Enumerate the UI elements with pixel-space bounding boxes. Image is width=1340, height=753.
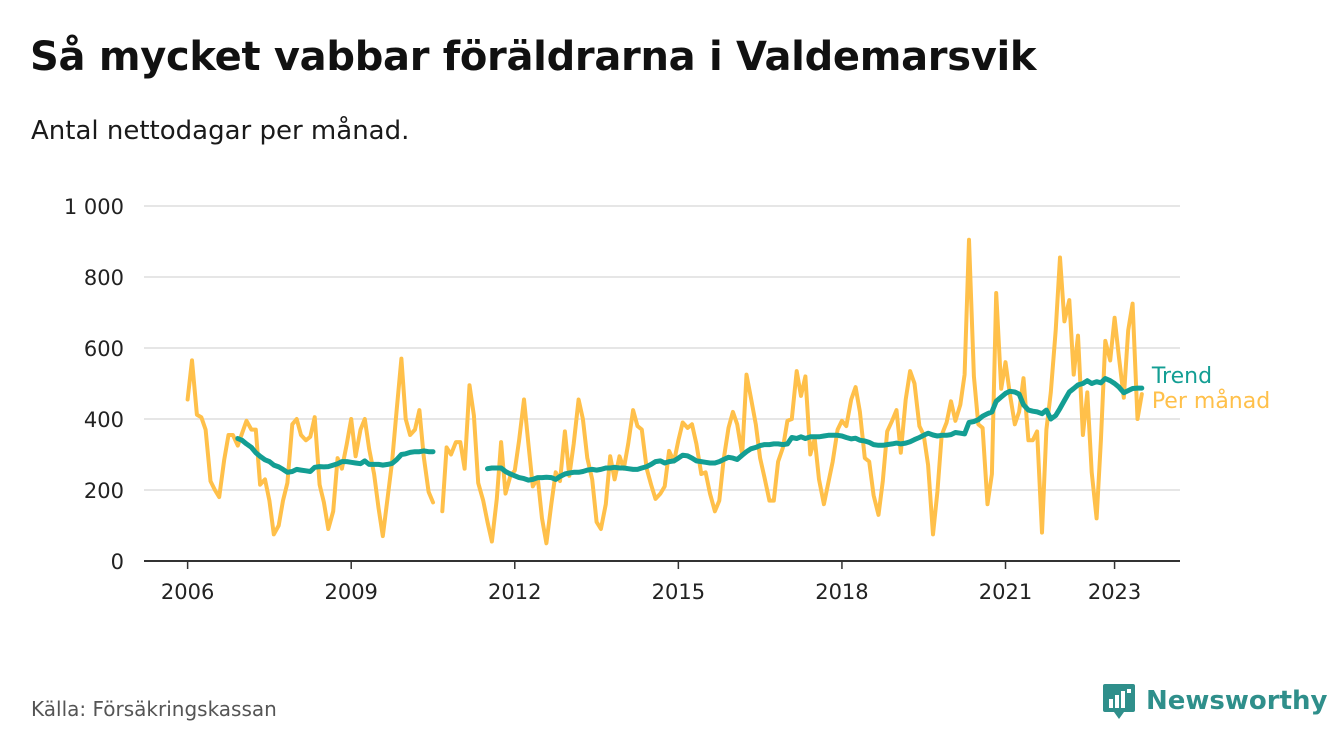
series-label-trend: Trend	[1151, 364, 1212, 389]
y-tick-label: 200	[84, 479, 124, 503]
line-chart: 0 200 400 600 800 1 000 2006 2009 2012 2015 2018 20…	[64, 195, 1270, 604]
newsworthy-logo-icon	[1103, 684, 1135, 719]
chart-title: Så mycket vabbar föräldrarna i Valdemars…	[30, 34, 1037, 80]
series-lines	[185, 237, 1145, 546]
series-line-segment	[185, 356, 435, 539]
y-tick-label: 0	[111, 550, 124, 574]
x-tick-label: 2018	[815, 580, 868, 604]
x-tick-label: 2015	[652, 580, 705, 604]
newsworthy-wordmark: Newsworthy	[1146, 686, 1328, 716]
series-line-segment	[235, 436, 436, 475]
x-tick-label: 2023	[1088, 580, 1141, 604]
chart-subtitle: Antal nettodagar per månad.	[31, 116, 410, 146]
y-tick-label: 400	[84, 408, 124, 432]
x-tick-label: 2012	[488, 580, 541, 604]
x-tick-label: 2021	[979, 580, 1032, 604]
y-tick-label: 600	[84, 337, 124, 361]
x-tick-label: 2009	[324, 580, 377, 604]
series-per-manad	[185, 237, 1144, 546]
series-trend	[235, 376, 1145, 483]
y-tick-label: 1 000	[64, 195, 124, 219]
newsworthy-logo: Newsworthy	[1102, 682, 1327, 720]
axes: 0 200 400 600 800 1 000 2006 2009 2012 2015 2018 20…	[64, 195, 1180, 604]
x-tick-label: 2006	[161, 580, 214, 604]
series-line-segment	[440, 237, 1144, 546]
series-line-segment	[485, 376, 1145, 483]
gridlines	[144, 205, 1180, 491]
series-label-per-manad: Per månad	[1152, 388, 1270, 414]
source-note: Källa: Försäkringskassan	[31, 697, 277, 721]
y-tick-label: 800	[84, 266, 124, 290]
